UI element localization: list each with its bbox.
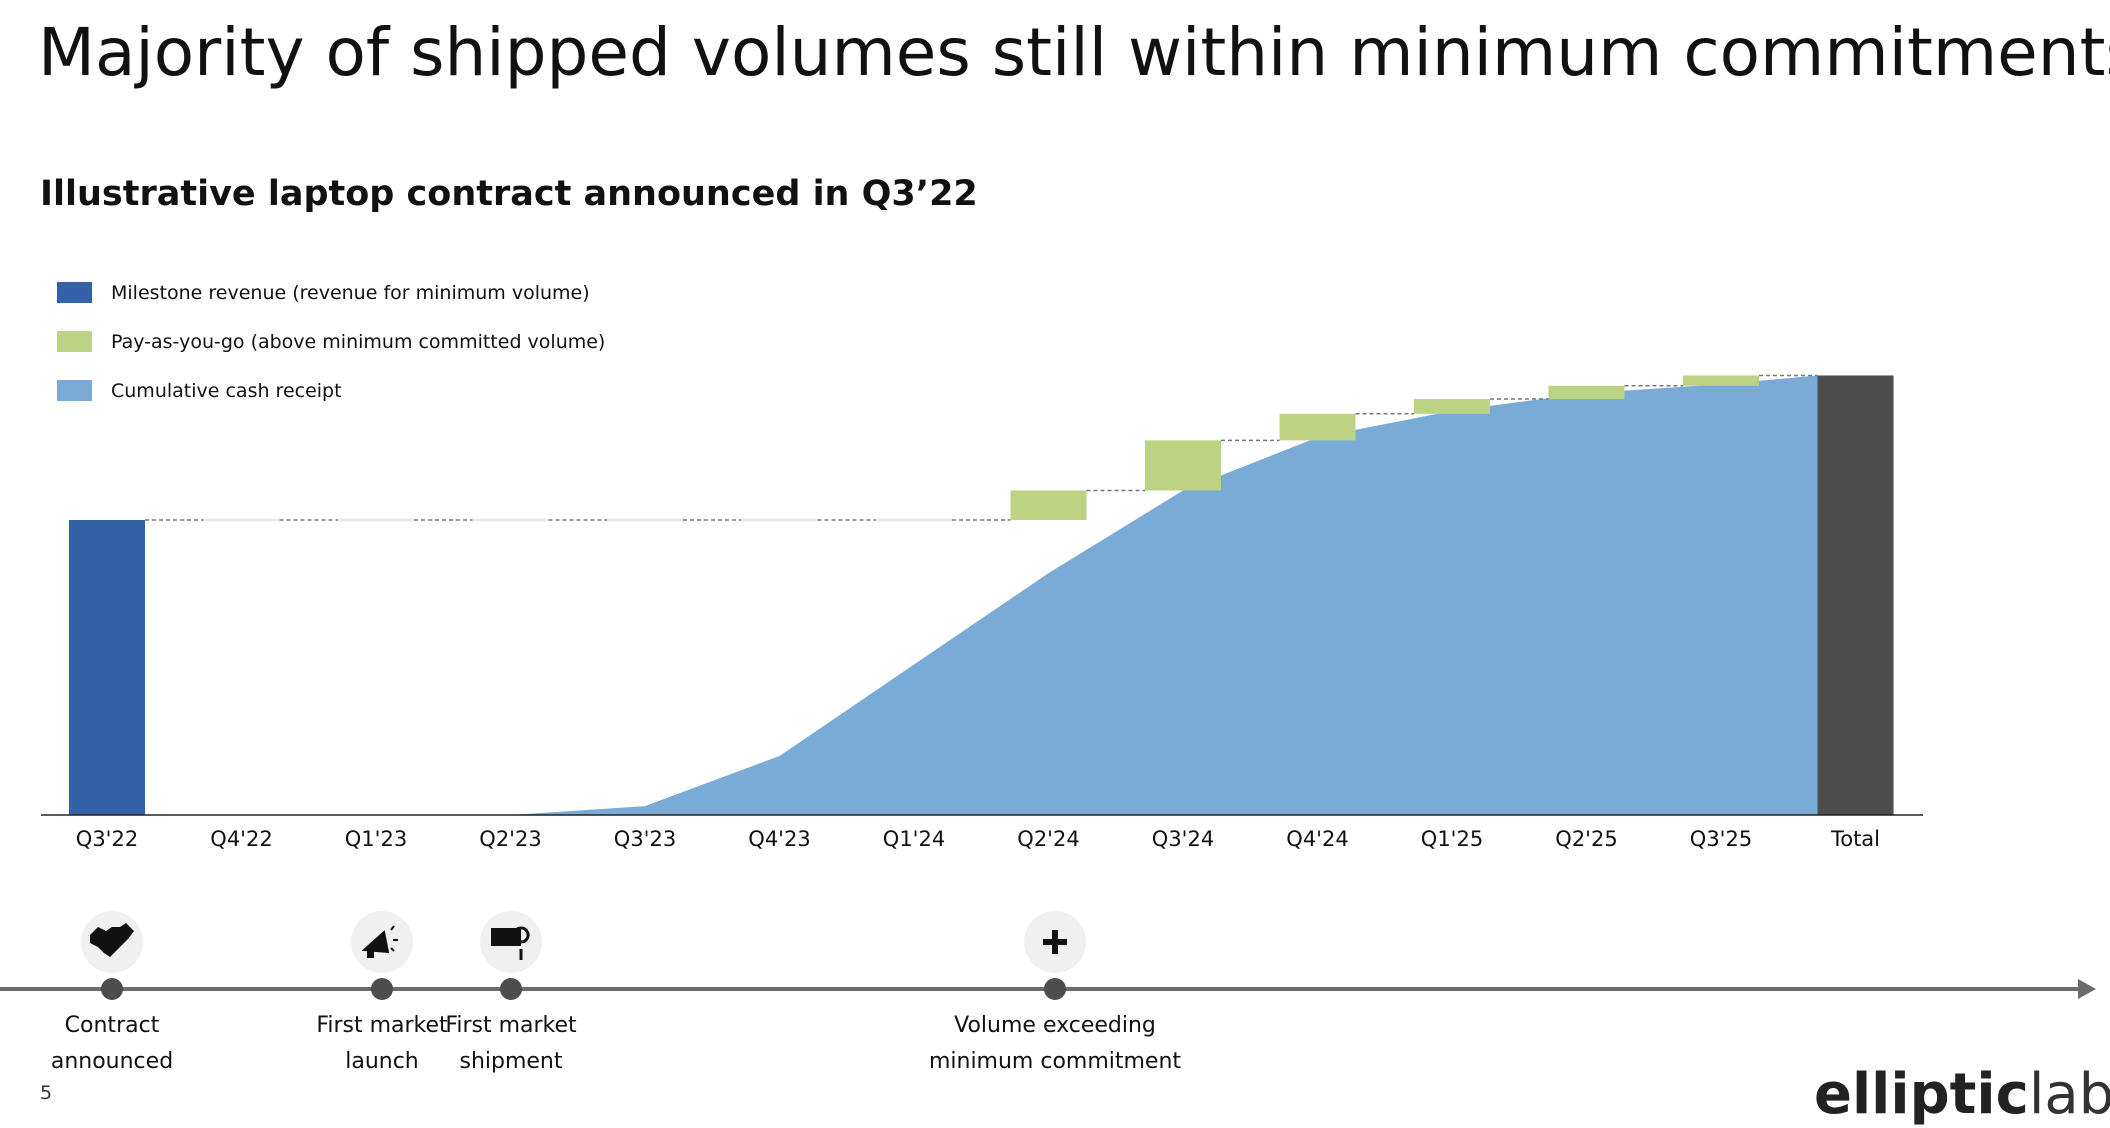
plus-icon <box>1043 930 1067 954</box>
logo-bold: elliptic <box>1814 1062 2029 1127</box>
x-tick-label: Q2'25 <box>1555 827 1617 851</box>
x-tick-label: Q4'24 <box>1286 827 1348 851</box>
timeline-dot <box>1044 978 1066 1000</box>
cumulative-cash-area <box>510 375 1818 815</box>
payg-bar <box>1010 490 1087 520</box>
timeline-label-line: launch <box>345 1049 419 1074</box>
timeline-label-contract: Contract announced <box>0 1008 242 1080</box>
legend-item-payg: Pay-as-you-go (above minimum committed v… <box>57 317 605 366</box>
x-tick-label: Total <box>1830 827 1880 851</box>
timeline-dot <box>371 978 393 1000</box>
location-pin-icon <box>512 926 530 960</box>
x-tick-label: Q1'23 <box>345 827 407 851</box>
x-tick-label: Q3'23 <box>614 827 676 851</box>
total-bar <box>1817 375 1894 815</box>
legend-label: Milestone revenue (revenue for minimum v… <box>111 281 590 304</box>
legend-label: Cumulative cash receipt <box>111 379 342 402</box>
legend-swatch <box>57 380 92 401</box>
x-tick-label: Q1'25 <box>1421 827 1483 851</box>
chart-legend: Milestone revenue (revenue for minimum v… <box>57 268 605 415</box>
timeline-arrow <box>2078 979 2096 999</box>
milestone-bar <box>69 520 145 815</box>
x-tick-label: Q2'24 <box>1017 827 1079 851</box>
payg-bar <box>1414 399 1490 414</box>
timeline-label-shipment: First market shipment <box>381 1008 641 1080</box>
legend-swatch <box>57 282 92 303</box>
x-tick-label: Q3'25 <box>1690 827 1752 851</box>
handshake-icon <box>90 923 134 957</box>
timeline-dot <box>500 978 522 1000</box>
page-title: Majority of shipped volumes still within… <box>38 14 2110 91</box>
timeline-label-launch: First market launch <box>252 1008 512 1080</box>
timeline-label-volume-exceeding: Volume exceeding minimum commitment <box>925 1008 1185 1080</box>
payg-bar <box>1279 413 1356 441</box>
timeline-label-line: shipment <box>459 1049 563 1074</box>
x-tick-label: Q4'22 <box>210 827 272 851</box>
chart-subtitle: Illustrative laptop contract announced i… <box>40 174 978 214</box>
legend-swatch <box>57 331 92 352</box>
timeline-label-line: First market <box>316 1013 448 1038</box>
timeline-dot <box>101 978 123 1000</box>
megaphone-icon <box>361 925 398 958</box>
x-tick-label: Q1'24 <box>883 827 945 851</box>
timeline-label-line: Volume exceeding <box>954 1013 1156 1038</box>
timeline-label-line: announced <box>50 1049 174 1074</box>
legend-item-milestone: Milestone revenue (revenue for minimum v… <box>57 268 605 317</box>
x-tick-label: Q3'24 <box>1152 827 1214 851</box>
timeline-label-line: First market <box>445 1013 577 1038</box>
payg-bar <box>1145 440 1221 491</box>
x-tick-label: Q3'22 <box>76 827 138 851</box>
legend-item-cumulative: Cumulative cash receipt <box>57 366 605 415</box>
x-tick-label: Q4'23 <box>748 827 810 851</box>
ellipticlabs-logo: ellipticlabs <box>1814 1062 2110 1127</box>
timeline-label-line: minimum commitment <box>928 1049 1182 1074</box>
payg-bar <box>1683 375 1759 386</box>
x-tick-label: Q2'23 <box>479 827 541 851</box>
legend-label: Pay-as-you-go (above minimum committed v… <box>111 330 606 353</box>
logo-light: labs <box>2028 1062 2110 1127</box>
timeline-label-line: Contract <box>64 1013 160 1038</box>
payg-bar <box>1548 385 1625 400</box>
page-number: 5 <box>40 1082 53 1104</box>
